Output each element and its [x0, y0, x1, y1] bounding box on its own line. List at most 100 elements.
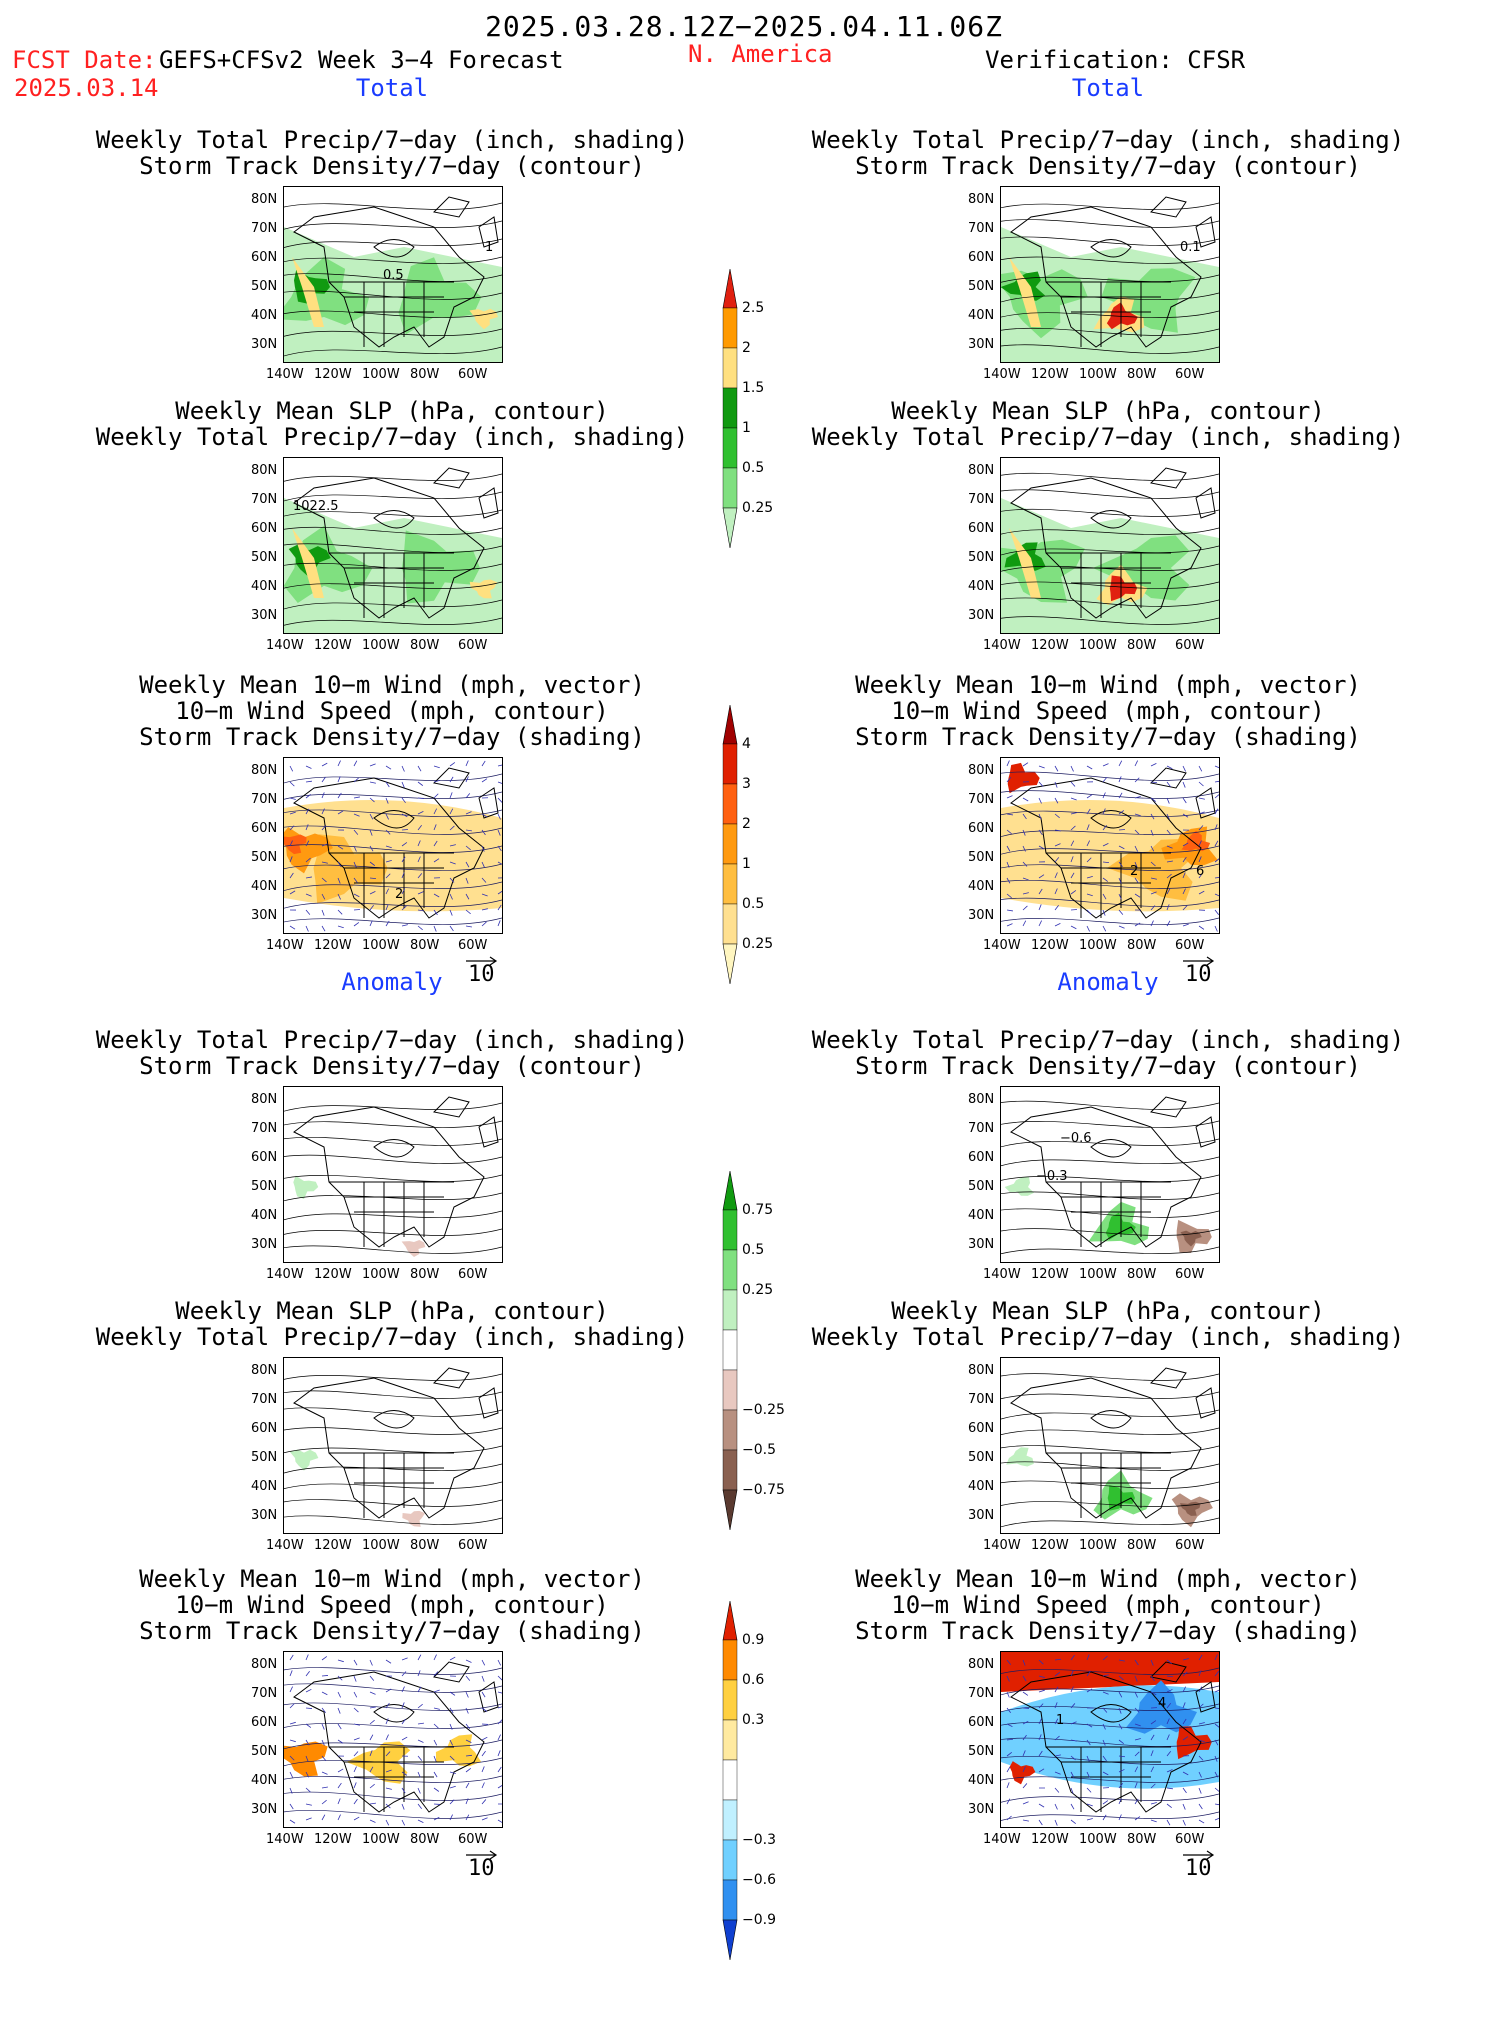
panel-r3-c1-title-line-3: Storm Track Density/7−day (shading)	[139, 724, 645, 750]
panel-r1-c1-title-line-1: Weekly Total Precip/7−day (inch, shading…	[96, 127, 688, 153]
panel-r3-c1-map	[283, 757, 503, 934]
colorbar-track_total	[722, 704, 738, 1066]
colorbar-precip_anom-label-4: −0.5	[742, 1442, 776, 1458]
panel-r4-c1-lat-40N: 40N	[251, 1208, 277, 1223]
contour-label-f3: 2	[395, 887, 403, 902]
panel-r1-c2-lon-140W: 140W	[983, 367, 1021, 382]
colorbar-precip_total-label-5: 0.25	[742, 500, 773, 516]
colorbar-track_anom-label-3: −0.3	[742, 1832, 776, 1848]
colorbar-track_total-label-2: 2	[742, 816, 751, 832]
panel-r3-c1-lon-120W: 120W	[314, 938, 352, 953]
contour-label-v6b: 4	[1158, 1696, 1166, 1711]
panel-r2-c1-lat-70N: 70N	[251, 492, 277, 507]
panel-r2-c1-lon-140W: 140W	[266, 638, 304, 653]
panel-r6-c1-title-line-3: Storm Track Density/7−day (shading)	[139, 1618, 645, 1644]
panel-r5-c1-lon-80W: 80W	[410, 1538, 439, 1553]
panel-r1-c2-title-line-1: Weekly Total Precip/7−day (inch, shading…	[812, 127, 1404, 153]
panel-r4-c2-lon-60W: 60W	[1175, 1267, 1204, 1282]
panel-r4-c2-lat-30N: 30N	[968, 1237, 994, 1252]
panel-r3-c2-lat-50N: 50N	[968, 850, 994, 865]
panel-r1-c1-lon-140W: 140W	[266, 367, 304, 382]
panel-r3-c2-vector-ref-label: 10	[1185, 962, 1212, 987]
panel-r5-c2-lon-120W: 120W	[1031, 1538, 1069, 1553]
panel-r2-c1-lat-30N: 30N	[251, 608, 277, 623]
colorbar-track_anom	[722, 1600, 738, 2042]
panel-r1-c1-lat-70N: 70N	[251, 221, 277, 236]
panel-r4-c2-lon-140W: 140W	[983, 1267, 1021, 1282]
panel-r3-c2-lon-120W: 120W	[1031, 938, 1069, 953]
panel-r2-c1-map-svg	[284, 458, 502, 633]
panel-r1-c2-lon-80W: 80W	[1127, 367, 1156, 382]
panel-r1-c2-lat-70N: 70N	[968, 221, 994, 236]
colorbar-track_anom-label-1: 0.6	[742, 1672, 764, 1688]
panel-r6-c1-lat-70N: 70N	[251, 1686, 277, 1701]
section-anomaly-right: Anomaly	[1057, 968, 1158, 996]
panel-r4-c1-lat-30N: 30N	[251, 1237, 277, 1252]
panel-r6-c1-map	[283, 1651, 503, 1828]
panel-r3-c2-title-line-3: Storm Track Density/7−day (shading)	[855, 724, 1361, 750]
panel-r2-c2-lat-80N: 80N	[968, 463, 994, 478]
panel-r4-c2-title-line-1: Weekly Total Precip/7−day (inch, shading…	[812, 1027, 1404, 1053]
panel-r6-c2-lon-80W: 80W	[1127, 1832, 1156, 1847]
panel-r2-c1-title-line-2: Weekly Total Precip/7−day (inch, shading…	[96, 424, 688, 450]
panel-r1-c2-lat-60N: 60N	[968, 250, 994, 265]
colorbar-track_anom-label-4: −0.6	[742, 1872, 776, 1888]
contour-label-v4b: −0.3	[1036, 1169, 1068, 1184]
panel-r1-c1-lat-30N: 30N	[251, 337, 277, 352]
panel-r3-c1-lat-70N: 70N	[251, 792, 277, 807]
panel-r5-c2-lat-80N: 80N	[968, 1363, 994, 1378]
contour-label-v6a: 1	[1056, 1713, 1064, 1728]
panel-r1-c2-map	[1000, 186, 1220, 363]
panel-r3-c2-lat-60N: 60N	[968, 821, 994, 836]
panel-r5-c1-lat-40N: 40N	[251, 1479, 277, 1494]
colorbar-precip_total-label-2: 1.5	[742, 380, 764, 396]
panel-r4-c1-map-svg	[284, 1087, 502, 1262]
panel-r3-c1-lon-100W: 100W	[362, 938, 400, 953]
panel-r3-c2-lon-80W: 80W	[1127, 938, 1156, 953]
panel-r2-c1-lat-50N: 50N	[251, 550, 277, 565]
panel-r4-c2-title-line-2: Storm Track Density/7−day (contour)	[855, 1053, 1361, 1079]
panel-r2-c2-title-line-1: Weekly Mean SLP (hPa, contour)	[891, 398, 1324, 424]
panel-r3-c1-title-line-1: Weekly Mean 10−m Wind (mph, vector)	[139, 672, 645, 698]
region-label: N. America	[688, 40, 833, 68]
panel-r5-c2-lat-30N: 30N	[968, 1508, 994, 1523]
panel-r3-c1-title-line-2: 10−m Wind Speed (mph, contour)	[175, 698, 608, 724]
panel-r6-c2-lon-120W: 120W	[1031, 1832, 1069, 1847]
panel-r1-c2-lon-60W: 60W	[1175, 367, 1204, 382]
panel-r4-c2-lon-100W: 100W	[1079, 1267, 1117, 1282]
panel-r6-c2-title-line-3: Storm Track Density/7−day (shading)	[855, 1618, 1361, 1644]
panel-r3-c2-lon-140W: 140W	[983, 938, 1021, 953]
panel-r1-c1-lat-60N: 60N	[251, 250, 277, 265]
panel-r6-c1-lat-60N: 60N	[251, 1715, 277, 1730]
panel-r5-c1-lat-50N: 50N	[251, 1450, 277, 1465]
panel-r2-c1-lon-120W: 120W	[314, 638, 352, 653]
panel-r2-c2-map-svg	[1001, 458, 1219, 633]
panel-r2-c1-lat-40N: 40N	[251, 579, 277, 594]
panel-r6-c2-lat-80N: 80N	[968, 1657, 994, 1672]
panel-r2-c2-title-line-2: Weekly Total Precip/7−day (inch, shading…	[812, 424, 1404, 450]
panel-r6-c1-lon-100W: 100W	[362, 1832, 400, 1847]
colorbar-track_total-label-3: 1	[742, 856, 751, 872]
panel-r4-c1-lon-140W: 140W	[266, 1267, 304, 1282]
panel-r6-c2-vector-ref-label: 10	[1185, 1856, 1212, 1881]
colorbar-precip_anom-label-3: −0.25	[742, 1402, 785, 1418]
panel-r1-c2-lat-30N: 30N	[968, 337, 994, 352]
colorbar-precip_anom-label-0: 0.75	[742, 1202, 773, 1218]
colorbar-precip_total-label-3: 1	[742, 420, 751, 436]
panel-r3-c2-lon-100W: 100W	[1079, 938, 1117, 953]
panel-r3-c1-lat-60N: 60N	[251, 821, 277, 836]
panel-r6-c1-vector-ref-label: 10	[468, 1856, 495, 1881]
panel-r1-c2-map-svg	[1001, 187, 1219, 362]
colorbar-precip_total-label-1: 2	[742, 340, 751, 356]
panel-r3-c2-lon-60W: 60W	[1175, 938, 1204, 953]
colorbar-track_anom-label-2: 0.3	[742, 1712, 764, 1728]
panel-r1-c1-lon-100W: 100W	[362, 367, 400, 382]
model-title: GEFS+CFSv2 Week 3−4 Forecast	[159, 46, 564, 74]
section-anomaly-left: Anomaly	[341, 968, 442, 996]
panel-r1-c1-lat-50N: 50N	[251, 279, 277, 294]
panel-r6-c1-title-line-2: 10−m Wind Speed (mph, contour)	[175, 1592, 608, 1618]
colorbar-precip_total-label-4: 0.5	[742, 460, 764, 476]
panel-r6-c2-lat-60N: 60N	[968, 1715, 994, 1730]
colorbar-precip_anom-label-5: −0.75	[742, 1482, 785, 1498]
panel-r2-c2-lon-140W: 140W	[983, 638, 1021, 653]
